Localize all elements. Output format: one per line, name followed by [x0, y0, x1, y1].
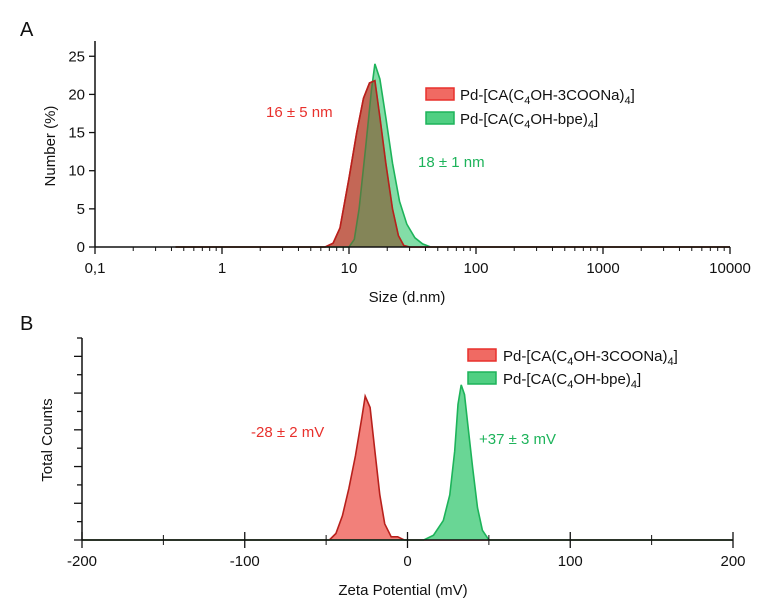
panel-a-y-tick-label: 20	[68, 86, 85, 103]
panel-a-line-green	[175, 63, 730, 248]
panel-a-legend-swatch-red	[425, 87, 455, 101]
panel-b-annotation-green: +37 ± 3 mV	[479, 431, 556, 448]
panel-b-line-green	[82, 384, 733, 541]
panel-a-y-tick-label: 25	[68, 48, 85, 65]
panel-a-x-tick-label: 1	[218, 260, 226, 277]
panel-a-legend-label-red: Pd-[CA(C4OH-3COONa)4]	[460, 87, 635, 107]
panel-a-y-label: Number (%)	[42, 106, 59, 187]
panel-b-letter: B	[20, 313, 33, 335]
panel-b-plot-area	[82, 384, 733, 541]
panel-a-plot-area	[175, 63, 730, 248]
panel-a-legend: Pd-[CA(C4OH-3COONa)4] Pd-[CA(C4OH-bpe)4]	[425, 87, 635, 131]
panel-b-legend: Pd-[CA(C4OH-3COONa)4] Pd-[CA(C4OH-bpe)4]	[467, 348, 678, 391]
panel-b-x-tick-label: 200	[720, 553, 745, 570]
panel-a-x-tick-label: 100	[463, 260, 488, 277]
panel-b-line-red	[82, 393, 733, 541]
panel-b-x-label: Zeta Potential (mV)	[338, 582, 467, 599]
panel-b-annotation-red: -28 ± 2 mV	[251, 424, 324, 441]
panel-a-annotation-red: 16 ± 5 nm	[266, 104, 333, 121]
panel-b-y-label: Total Counts	[39, 398, 56, 481]
panel-b-x-tick-label: 0	[403, 553, 411, 570]
panel-a-y-tick-label: 15	[68, 125, 85, 142]
panel-b-x-tick-label: 100	[558, 553, 583, 570]
panel-a-y-tick-label: 10	[68, 163, 85, 180]
panel-a-y-tick-label: 5	[77, 201, 85, 218]
panel-b-area-green	[82, 384, 733, 540]
panel-b-x-tick-label: -100	[230, 553, 260, 570]
panel-a-line-red-top	[175, 79, 730, 248]
panel-b-legend-label-red: Pd-[CA(C4OH-3COONa)4]	[503, 348, 678, 368]
panel-b-legend-swatch-red	[467, 348, 497, 362]
panel-a-legend-label-green: Pd-[CA(C4OH-bpe)4]	[460, 111, 598, 131]
panel-a-x-tick-label: 10000	[709, 260, 751, 277]
panel-a-letter: A	[20, 19, 34, 41]
panel-a: A 0 5 10 15 20 25 0,1 1 10 100 1000 10000 Number (%…	[20, 19, 751, 306]
panel-a-x-tick-label: 1000	[586, 260, 619, 277]
panel-a-y-tick-label: 0	[77, 239, 85, 256]
panel-a-x-tick-label: 0,1	[85, 260, 106, 277]
panel-b: B -200 -100 0 100 200 Total Counts Zeta Pote…	[20, 313, 746, 599]
panel-a-annotation-green: 18 ± 1 nm	[418, 154, 485, 171]
panel-a-axes: 0 5 10 15 20 25 0,1 1 10 100 1000 10000	[68, 41, 751, 277]
panel-b-x-tick-label: -200	[67, 553, 97, 570]
panel-a-x-tick-label: 10	[341, 260, 358, 277]
panel-a-legend-swatch-green	[425, 111, 455, 125]
panel-b-legend-swatch-green	[467, 371, 497, 385]
panel-a-x-label: Size (d.nm)	[369, 289, 446, 306]
panel-b-area-red	[82, 396, 733, 540]
panel-b-axes: -200 -100 0 100 200	[67, 337, 746, 570]
panel-b-legend-label-green: Pd-[CA(C4OH-bpe)4]	[503, 371, 641, 391]
